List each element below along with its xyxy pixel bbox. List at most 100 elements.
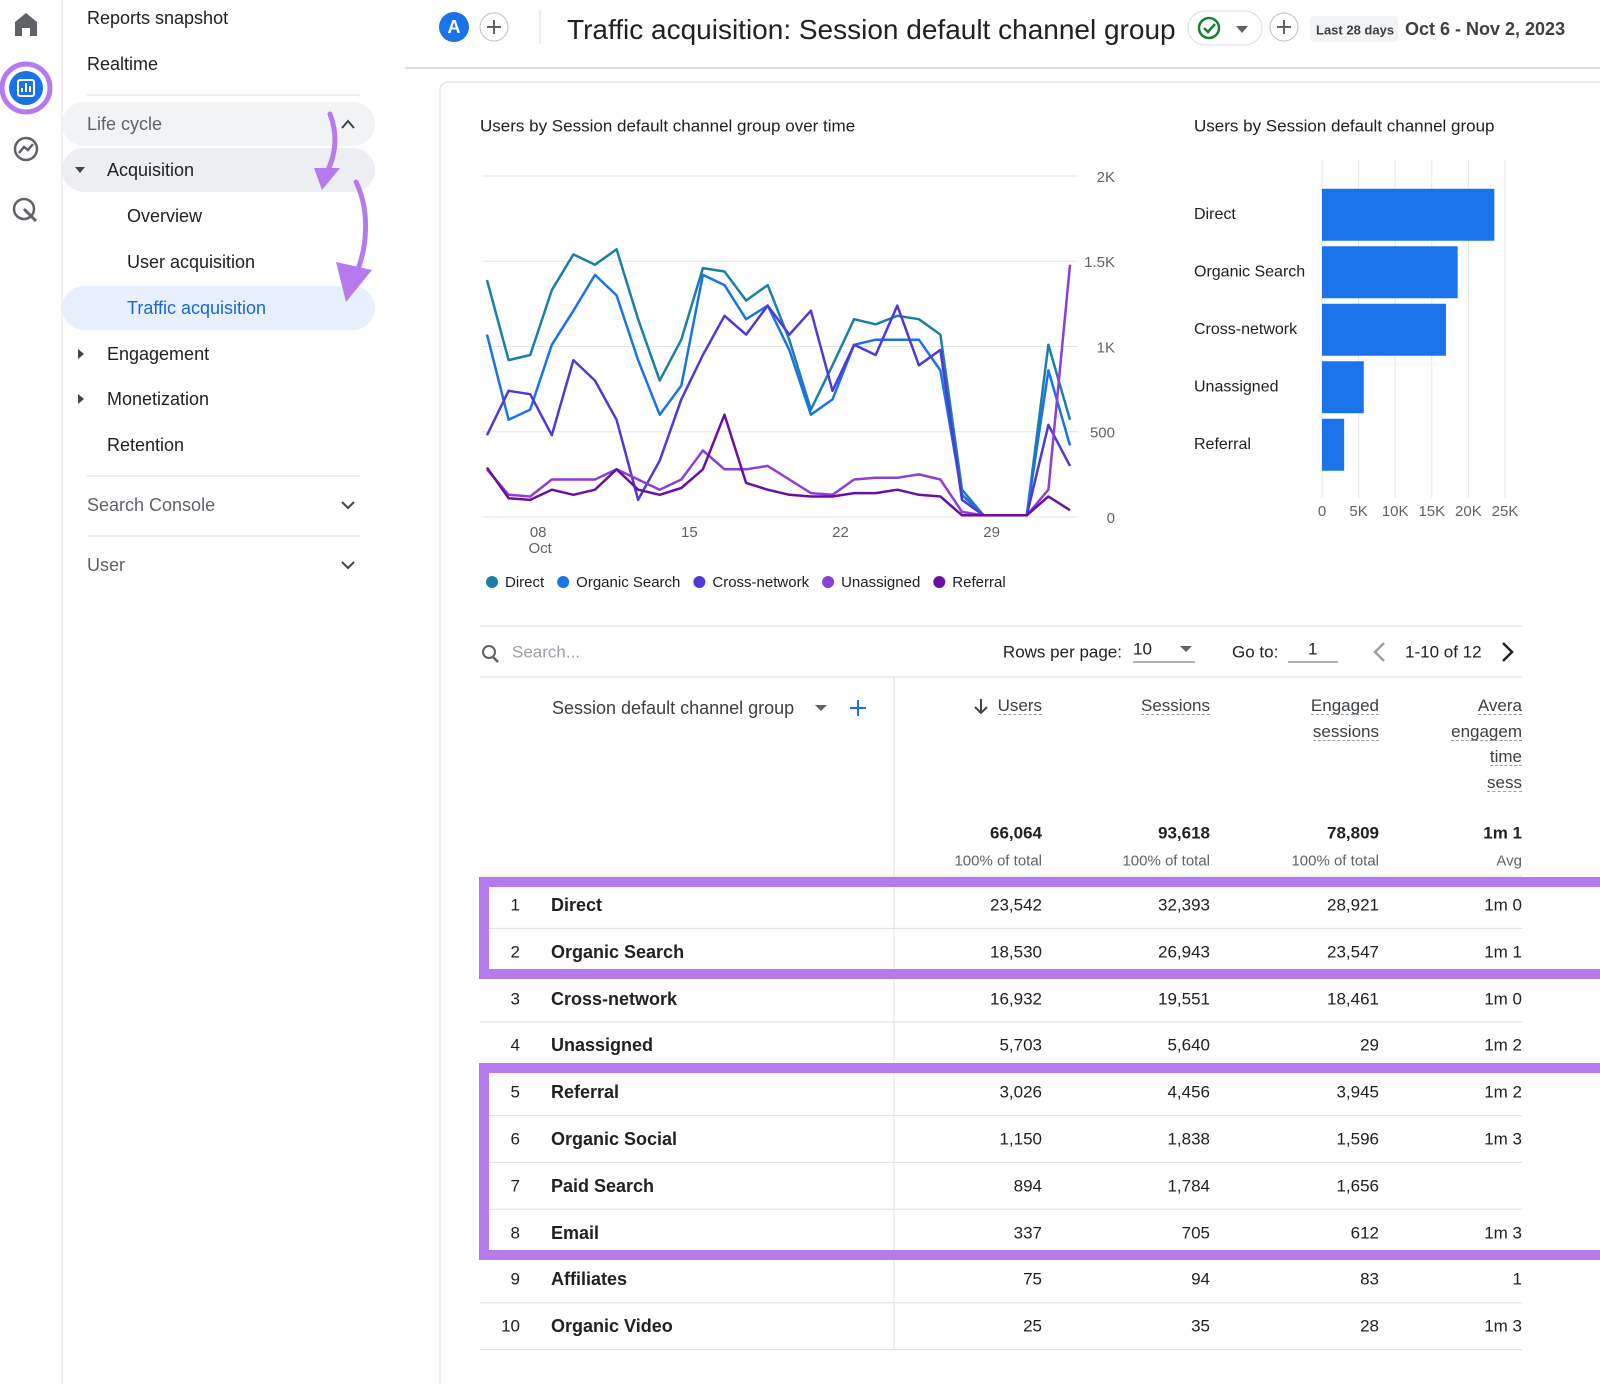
explore-icon[interactable] [13, 136, 39, 162]
x-tick-label: 5K [1349, 503, 1367, 520]
column-header: Avera [1477, 696, 1522, 715]
explore-glyph [18, 143, 34, 154]
plus-glyph [1277, 20, 1291, 34]
collapsed-caret[interactable] [78, 349, 84, 359]
y-tick-label: 0 [1107, 510, 1115, 527]
avatar[interactable] [439, 12, 469, 42]
row-metric: 1m 2 [1484, 1035, 1522, 1055]
legend-swatch [557, 576, 570, 588]
row-dimension: Paid Search [551, 1175, 655, 1196]
row-metric: 1m 3 [1484, 1223, 1522, 1243]
row-metric: 1m 3 [1484, 1316, 1522, 1336]
row-metric: 1,656 [1336, 1176, 1379, 1196]
row-metric: 612 [1350, 1223, 1379, 1243]
row-metric: 23,542 [990, 895, 1042, 915]
annotation-arrowhead [314, 168, 340, 190]
row-metric: 3,945 [1336, 1082, 1379, 1102]
nav-item[interactable]: Overview [127, 206, 203, 226]
collapsed-caret[interactable] [78, 394, 84, 404]
bar-category-label: Referral [1194, 436, 1251, 453]
nav-item[interactable]: Realtime [87, 54, 159, 74]
nav-item[interactable]: Engagement [107, 344, 210, 364]
bar [1322, 246, 1458, 299]
annotation-arrow [351, 179, 369, 281]
row-metric: 28 [1360, 1316, 1379, 1336]
total-value: 66,064 [990, 823, 1042, 843]
next-page[interactable] [1502, 642, 1514, 662]
row-metric: 1m 2 [1484, 1082, 1522, 1102]
row-metric: 3,026 [999, 1082, 1042, 1102]
row-metric: 1,784 [1167, 1176, 1210, 1196]
legend-label: Organic Search [576, 574, 680, 591]
add-comparison[interactable] [479, 12, 509, 42]
rows-per-page-value[interactable]: 10 [1133, 639, 1152, 659]
row-index: 4 [510, 1035, 520, 1055]
search-placeholder[interactable]: Search... [512, 642, 581, 662]
row-metric: 32,393 [1158, 895, 1210, 915]
status-check [1197, 16, 1221, 40]
bar [1322, 303, 1446, 356]
nav-item[interactable]: Reports snapshot [87, 8, 229, 28]
lifecycle-bg [62, 102, 375, 146]
column-header[interactable]: Users [997, 696, 1042, 715]
nav-item[interactable]: Monetization [107, 389, 210, 409]
nav-item[interactable]: Life cycle [87, 114, 163, 134]
row-metric: 1m 0 [1484, 895, 1522, 915]
y-tick-label: 1.5K [1084, 254, 1115, 271]
row-metric: 35 [1191, 1316, 1210, 1336]
expanded-caret[interactable] [75, 167, 85, 173]
y-tick-label: 2K [1097, 169, 1115, 186]
row-index: 5 [510, 1082, 520, 1102]
advertising-icon[interactable] [12, 197, 36, 221]
row-metric: 1m 1 [1484, 942, 1522, 962]
row-dimension: Organic Search [551, 941, 685, 962]
add-button[interactable] [1269, 12, 1299, 42]
dimension-dropdown[interactable] [815, 705, 827, 711]
x-tick-label: 20K [1455, 503, 1482, 520]
x-tick-label: 15 [681, 524, 698, 541]
total-share: 100% of total [1122, 852, 1210, 870]
check-glyph [1203, 23, 1216, 34]
x-tick-label: 25K [1492, 503, 1519, 520]
prev-page[interactable] [1373, 642, 1385, 662]
row-metric: 75 [1023, 1269, 1042, 1289]
nav-item[interactable]: Acquisition [107, 160, 195, 180]
nav-item[interactable]: User [87, 555, 126, 575]
date-chip [1310, 16, 1398, 42]
row-index: 9 [510, 1269, 520, 1289]
rows-dropdown[interactable] [1180, 646, 1192, 652]
total-value: 1m 1 [1483, 823, 1522, 843]
search-icon [482, 645, 496, 659]
bar-category-label: Unassigned [1194, 378, 1279, 395]
nav-item[interactable]: User acquisition [127, 252, 256, 272]
legend-label: Referral [952, 574, 1005, 591]
home-icon[interactable] [15, 13, 37, 36]
add-dimension[interactable] [850, 700, 866, 716]
avatar-letter: A [447, 17, 461, 37]
row-metric: 894 [1013, 1176, 1042, 1196]
row-metric: 26,943 [1158, 942, 1210, 962]
nav-item[interactable]: Search Console [87, 495, 216, 515]
legend-swatch [933, 576, 946, 588]
x-tick-label: 22 [832, 524, 849, 541]
y-tick-label: 500 [1090, 425, 1115, 442]
row-index: 3 [510, 989, 520, 1009]
chart-title: Users by Session default channel group o… [480, 116, 856, 136]
row-metric: 94 [1191, 1269, 1210, 1289]
goto-value[interactable]: 1 [1308, 639, 1318, 659]
nav-item[interactable]: Traffic acquisition [127, 298, 267, 318]
dimension-header[interactable]: Session default channel group [552, 698, 795, 718]
sort-arrow[interactable] [974, 699, 988, 715]
row-metric: 1 [1512, 1269, 1522, 1289]
legend-label: Direct [505, 574, 545, 591]
expand-chevron[interactable] [341, 501, 355, 510]
row-metric: 25 [1023, 1316, 1042, 1336]
row-index: 8 [510, 1223, 520, 1243]
expand-chevron[interactable] [341, 561, 355, 570]
nav-item[interactable]: Retention [107, 435, 185, 455]
collapse-chevron[interactable] [341, 119, 355, 129]
report-card [439, 81, 1600, 1384]
row-metric: 83 [1360, 1269, 1379, 1289]
series-line [485, 273, 1072, 517]
